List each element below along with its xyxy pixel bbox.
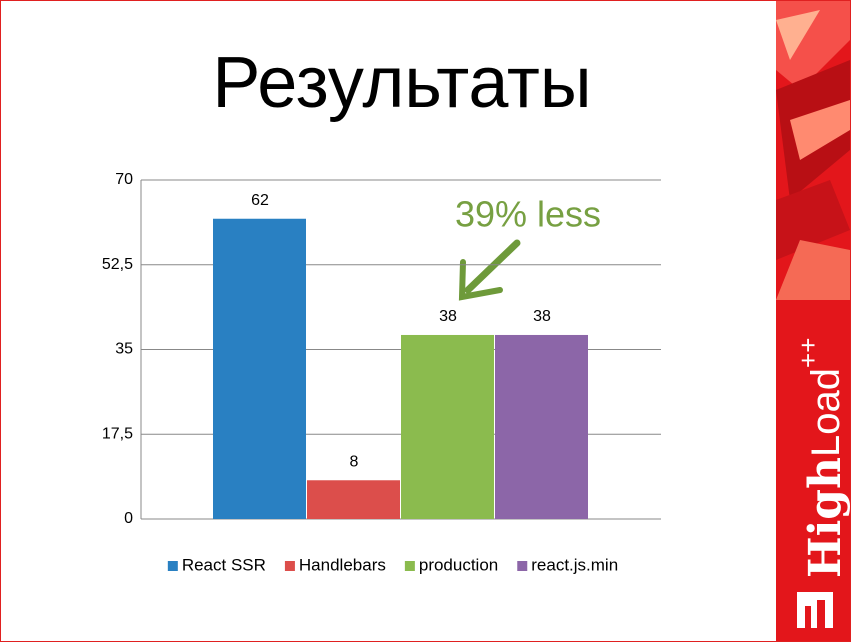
bar [213,218,306,519]
arrow-head [458,259,503,301]
logo-high: High [800,457,851,578]
legend-label: Handlebars [299,555,386,574]
chart-title: Результаты [212,43,591,123]
legend-label: React SSR [182,555,266,574]
data-label: 38 [439,308,457,325]
logo-icon [797,592,833,628]
logo-load: Load [804,368,848,457]
legend-swatch [404,561,415,571]
data-label: 38 [533,308,551,325]
y-tick-label: 70 [115,171,133,188]
arrow-shaft [464,239,521,294]
legend-swatch [517,561,528,571]
pattern [776,10,820,60]
legend-label: react.js.min [531,555,618,574]
y-tick-label: 17,5 [102,425,133,442]
data-label: 8 [350,453,359,470]
legend-swatch [167,561,178,571]
bar [401,334,494,519]
bar [495,334,588,519]
annotation-arrow [458,239,521,301]
side-panel: HighLoad++ [776,1,851,641]
logo-text: HighLoad++ [793,338,851,578]
logo-bg [776,315,850,641]
legend-label: production [419,555,498,574]
annotation: 39% less [455,194,601,235]
pattern [790,100,850,160]
pattern [776,240,850,300]
pattern [776,180,850,260]
legend-swatch [284,561,295,571]
y-tick-label: 52,5 [102,256,133,273]
data-label: 62 [251,192,269,209]
y-tick-label: 35 [115,341,133,358]
bar [307,480,400,519]
logo-plus: ++ [793,338,823,368]
y-tick-label: 0 [124,510,133,527]
